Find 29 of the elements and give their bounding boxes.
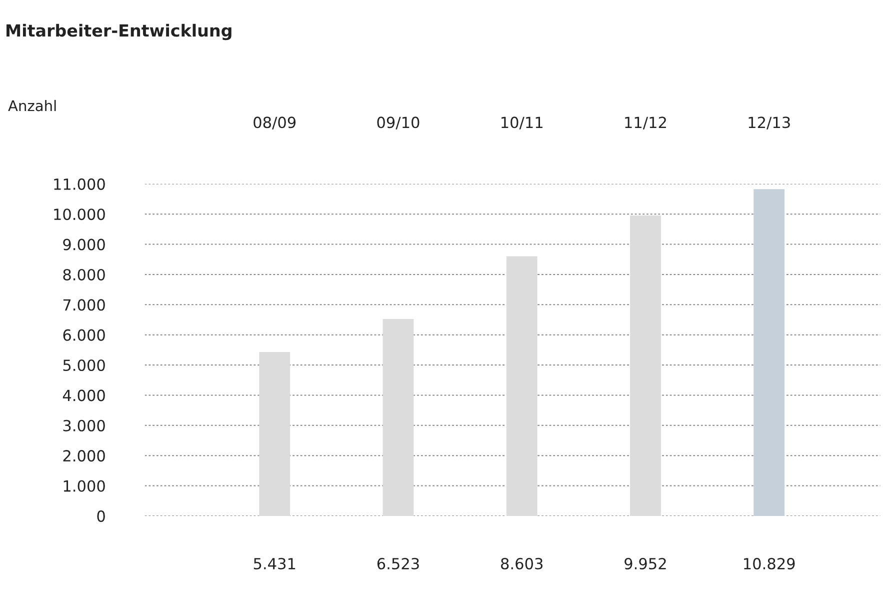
y-tick-label: 3.000	[63, 420, 105, 432]
x-tick-label: 10/11	[502, 116, 542, 130]
y-tick-label: 7.000	[63, 299, 105, 311]
x-tick-label: 08/09	[254, 116, 296, 130]
y-tick-label: 1.000	[64, 480, 105, 492]
y-tick-label: 5.000	[63, 359, 105, 372]
y-tick-label: 11.000	[54, 178, 105, 190]
y-tick-label: 6.000	[63, 329, 105, 341]
y-axis-title: Anzahl	[8, 100, 56, 112]
y-tick-label: 9.000	[63, 238, 105, 250]
bar	[754, 189, 785, 516]
bar	[506, 256, 538, 516]
bar	[382, 319, 414, 516]
data-label: 9.952	[624, 558, 666, 570]
data-label: 6.523	[377, 558, 419, 570]
data-label: 8.603	[501, 558, 542, 570]
y-tick-label: 4.000	[62, 390, 105, 402]
bar	[630, 216, 661, 516]
y-tick-label: 8.000	[63, 268, 105, 280]
x-tick-label: 09/10	[377, 116, 420, 130]
data-label: 5.431	[254, 558, 296, 570]
data-label: 10.829	[744, 558, 795, 570]
y-tick-label: 2.000	[63, 450, 105, 462]
x-tick-label: 12/13	[748, 116, 790, 130]
y-tick-label: 0	[97, 510, 105, 522]
y-tick-label: 10.000	[54, 208, 105, 220]
bar	[259, 352, 290, 516]
x-tick-label: 11/12	[625, 116, 666, 130]
chart-title: Mitarbeiter-Entwicklung	[6, 24, 232, 40]
